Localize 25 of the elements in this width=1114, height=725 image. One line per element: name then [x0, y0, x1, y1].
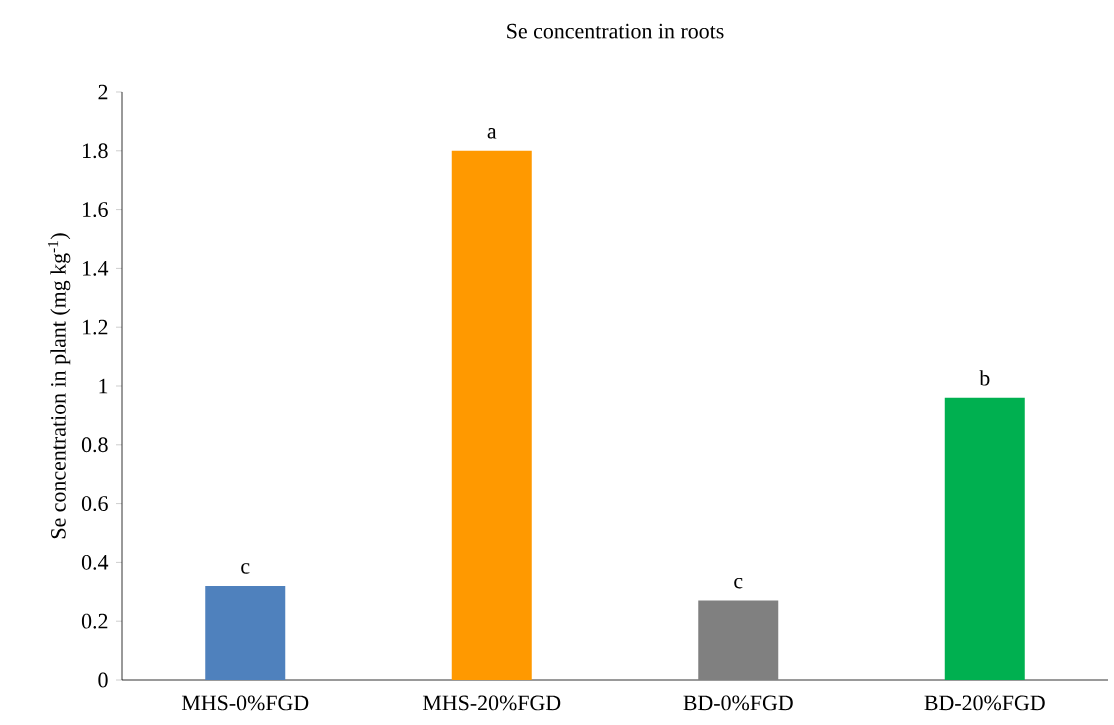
y-tick-label: 1.6 [83, 202, 108, 218]
x-tick-label: MHS-0%FGD [181, 695, 309, 711]
y-tick-label: 1.4 [83, 261, 109, 276]
y-tick-label: 0.6 [81, 496, 108, 512]
bar [698, 600, 779, 680]
y-tick-label: 0.2 [81, 613, 108, 629]
x-tick-label: MHS-20%FGD [422, 695, 561, 711]
bar [451, 150, 532, 680]
y-tick-label: 0.8 [81, 437, 108, 453]
y-tick-label: 1.8 [83, 143, 108, 159]
y-axis-title: Se concentration in plant (mg kg$^{-1}$) [47, 233, 71, 539]
x-tick-label: BD-20%FGD [924, 695, 1045, 711]
bar [205, 585, 286, 680]
annotation: c [241, 563, 250, 574]
y-tick-label: 0.4 [81, 554, 109, 570]
annotation: a [487, 128, 497, 139]
y-tick-label: 2 [98, 84, 108, 100]
chart-title: Se concentration in roots [507, 23, 724, 39]
y-tick-label: 1.2 [83, 319, 108, 335]
y-tick-label: 1 [99, 378, 108, 394]
bar [944, 397, 1025, 680]
y-tick-label: 0 [98, 672, 108, 688]
annotation: b [979, 370, 990, 386]
x-tick-label: BD-0%FGD [683, 695, 793, 711]
annotation: c [734, 577, 743, 589]
